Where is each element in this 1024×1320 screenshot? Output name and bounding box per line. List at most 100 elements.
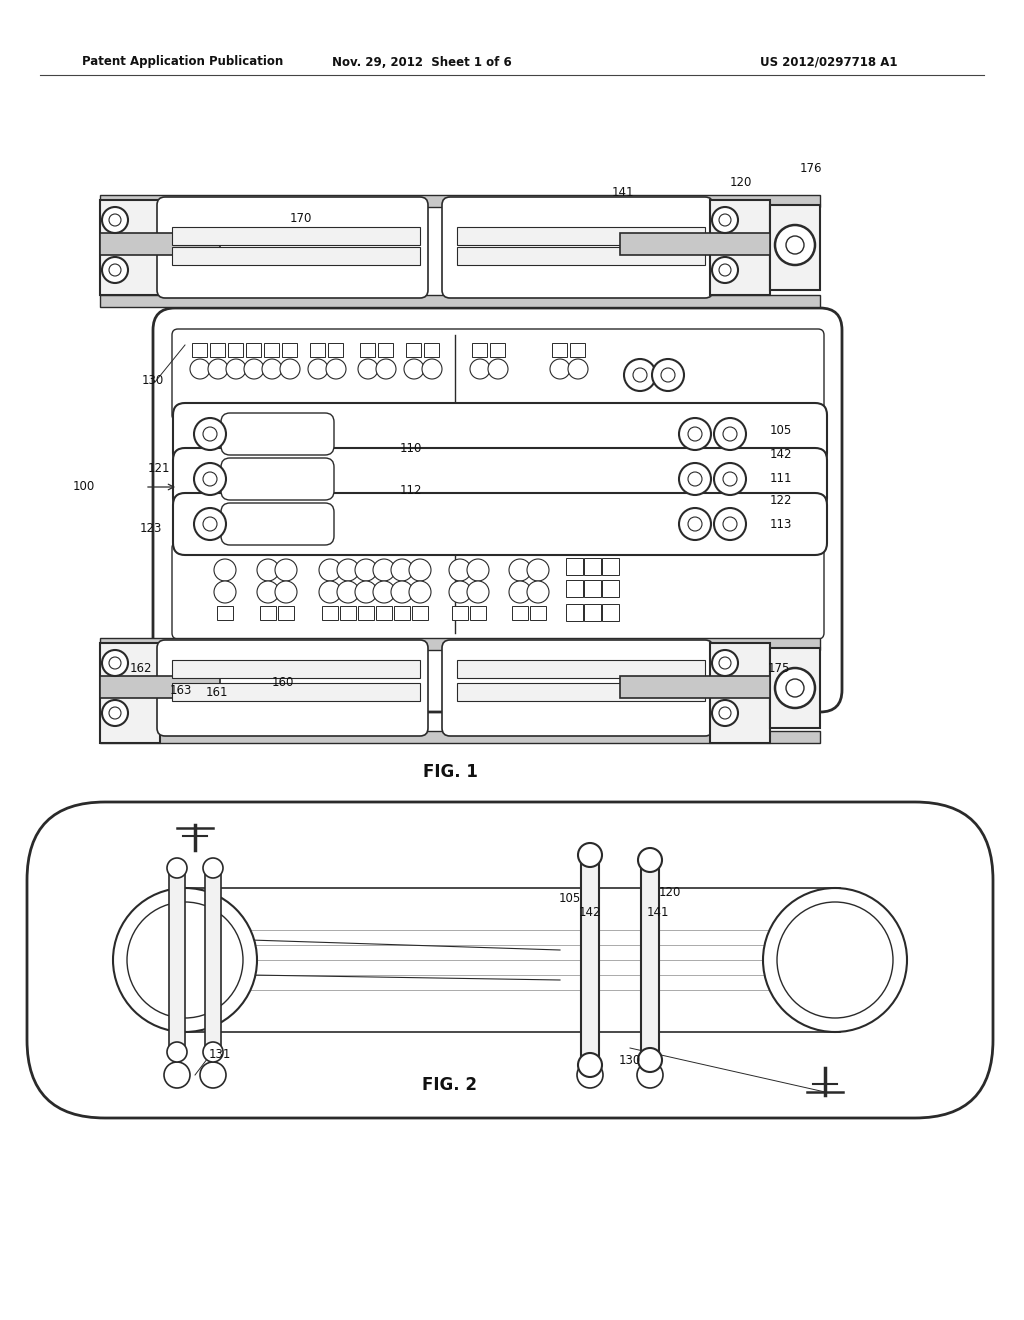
Circle shape xyxy=(712,700,738,726)
Bar xyxy=(406,343,421,356)
Bar xyxy=(770,648,820,729)
Circle shape xyxy=(319,558,341,581)
Circle shape xyxy=(203,1041,223,1063)
Circle shape xyxy=(337,581,359,603)
Circle shape xyxy=(109,264,121,276)
Text: 163: 163 xyxy=(170,684,193,697)
Bar xyxy=(360,343,375,356)
Bar xyxy=(310,343,325,356)
Text: 105: 105 xyxy=(770,424,793,437)
Text: FIG. 1: FIG. 1 xyxy=(423,763,477,781)
Circle shape xyxy=(358,359,378,379)
Text: 175: 175 xyxy=(768,661,791,675)
Bar xyxy=(452,606,468,620)
Circle shape xyxy=(203,517,217,531)
Bar xyxy=(566,579,583,597)
Circle shape xyxy=(355,558,377,581)
Text: 160: 160 xyxy=(272,676,294,689)
Bar xyxy=(566,558,583,576)
Circle shape xyxy=(203,426,217,441)
Circle shape xyxy=(226,359,246,379)
Circle shape xyxy=(127,902,243,1018)
Bar xyxy=(602,579,618,597)
FancyBboxPatch shape xyxy=(157,197,428,298)
Circle shape xyxy=(355,581,377,603)
Circle shape xyxy=(257,558,279,581)
Bar xyxy=(710,643,770,743)
FancyBboxPatch shape xyxy=(442,640,713,737)
Bar xyxy=(602,605,618,620)
FancyBboxPatch shape xyxy=(173,447,827,510)
Circle shape xyxy=(763,888,907,1032)
Text: 170: 170 xyxy=(290,211,312,224)
Circle shape xyxy=(244,359,264,379)
Circle shape xyxy=(550,359,570,379)
Bar xyxy=(570,343,585,356)
Circle shape xyxy=(633,368,647,381)
Circle shape xyxy=(688,473,702,486)
Bar xyxy=(100,201,160,294)
Circle shape xyxy=(679,418,711,450)
Circle shape xyxy=(262,359,282,379)
Circle shape xyxy=(679,508,711,540)
Text: 105: 105 xyxy=(559,891,582,904)
Circle shape xyxy=(391,558,413,581)
Circle shape xyxy=(719,264,731,276)
FancyBboxPatch shape xyxy=(173,403,827,465)
Circle shape xyxy=(638,1048,662,1072)
Bar xyxy=(620,234,770,255)
Circle shape xyxy=(194,418,226,450)
Circle shape xyxy=(637,1063,663,1088)
Text: 121: 121 xyxy=(148,462,171,474)
Circle shape xyxy=(376,359,396,379)
Bar xyxy=(552,343,567,356)
Bar xyxy=(710,201,770,294)
Bar xyxy=(205,869,221,1052)
Circle shape xyxy=(723,517,737,531)
Circle shape xyxy=(714,463,746,495)
Text: 176: 176 xyxy=(800,161,822,174)
Bar xyxy=(100,195,820,207)
Circle shape xyxy=(102,649,128,676)
Bar xyxy=(470,606,486,620)
Bar xyxy=(264,343,279,356)
Circle shape xyxy=(203,858,223,878)
FancyBboxPatch shape xyxy=(221,413,334,455)
Circle shape xyxy=(723,473,737,486)
Bar xyxy=(378,343,393,356)
Bar xyxy=(602,558,618,576)
Circle shape xyxy=(509,581,531,603)
Circle shape xyxy=(190,359,210,379)
Bar xyxy=(169,869,185,1052)
Bar xyxy=(217,606,233,620)
Text: FIG. 2: FIG. 2 xyxy=(423,1076,477,1094)
Circle shape xyxy=(409,581,431,603)
Bar xyxy=(278,606,294,620)
Bar xyxy=(340,606,356,620)
Circle shape xyxy=(662,368,675,381)
Circle shape xyxy=(373,558,395,581)
Circle shape xyxy=(712,649,738,676)
Circle shape xyxy=(109,657,121,669)
Bar xyxy=(472,343,487,356)
FancyBboxPatch shape xyxy=(221,458,334,500)
Circle shape xyxy=(167,1041,187,1063)
Circle shape xyxy=(467,558,489,581)
Bar xyxy=(100,731,820,743)
Text: 130: 130 xyxy=(618,1053,641,1067)
Text: Patent Application Publication: Patent Application Publication xyxy=(82,55,284,69)
Bar xyxy=(424,343,439,356)
Circle shape xyxy=(275,581,297,603)
Circle shape xyxy=(449,558,471,581)
Bar xyxy=(193,343,207,356)
Circle shape xyxy=(391,581,413,603)
Bar xyxy=(584,558,601,576)
Circle shape xyxy=(624,359,656,391)
Circle shape xyxy=(194,508,226,540)
Circle shape xyxy=(113,888,257,1032)
Circle shape xyxy=(203,473,217,486)
Bar xyxy=(530,606,546,620)
FancyBboxPatch shape xyxy=(157,640,428,737)
Circle shape xyxy=(102,207,128,234)
Circle shape xyxy=(326,359,346,379)
